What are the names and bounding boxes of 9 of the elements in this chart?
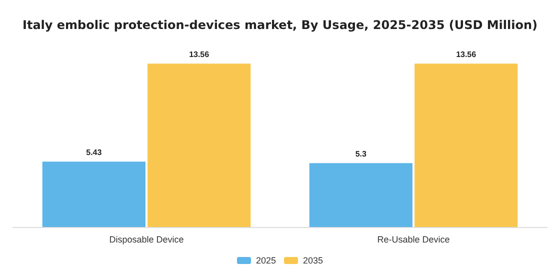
x-tick-label: Disposable Device: [109, 234, 184, 244]
chart-title: Italy embolic protection-devices market, By Usage, 2025-2035 (USD Million): [22, 18, 538, 32]
data-label: 13.56: [456, 50, 477, 60]
legend-label: 2035: [303, 256, 324, 266]
legend-label: 2025: [256, 256, 276, 266]
data-label: 5.43: [86, 148, 102, 158]
data-label: 13.56: [189, 50, 210, 60]
data-label: 5.3: [355, 150, 368, 159]
x-tick-label: Re-Usable Device: [377, 234, 450, 244]
